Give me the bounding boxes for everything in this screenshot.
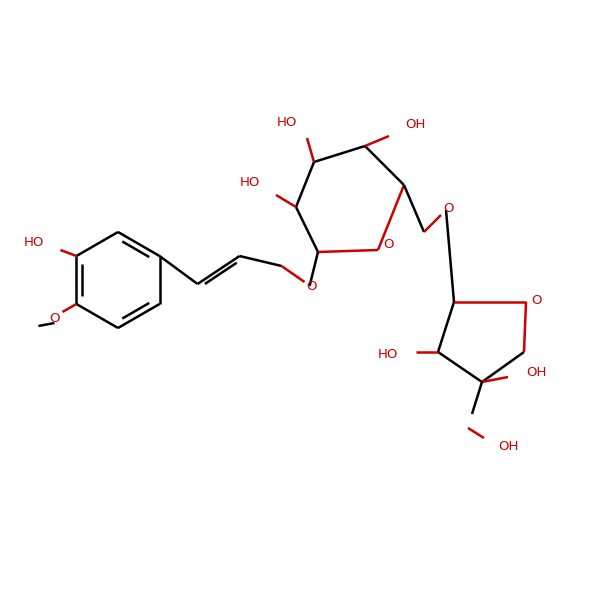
Text: OH: OH (405, 118, 425, 130)
Text: O: O (383, 238, 393, 251)
Text: HO: HO (24, 235, 44, 248)
Text: OH: OH (526, 365, 547, 379)
Text: HO: HO (239, 176, 260, 190)
Text: O: O (531, 293, 541, 307)
Text: HO: HO (277, 115, 297, 128)
Text: OH: OH (498, 439, 518, 452)
Text: O: O (443, 202, 453, 214)
Text: HO: HO (377, 347, 398, 361)
Text: O: O (307, 280, 317, 292)
Text: O: O (49, 311, 59, 325)
